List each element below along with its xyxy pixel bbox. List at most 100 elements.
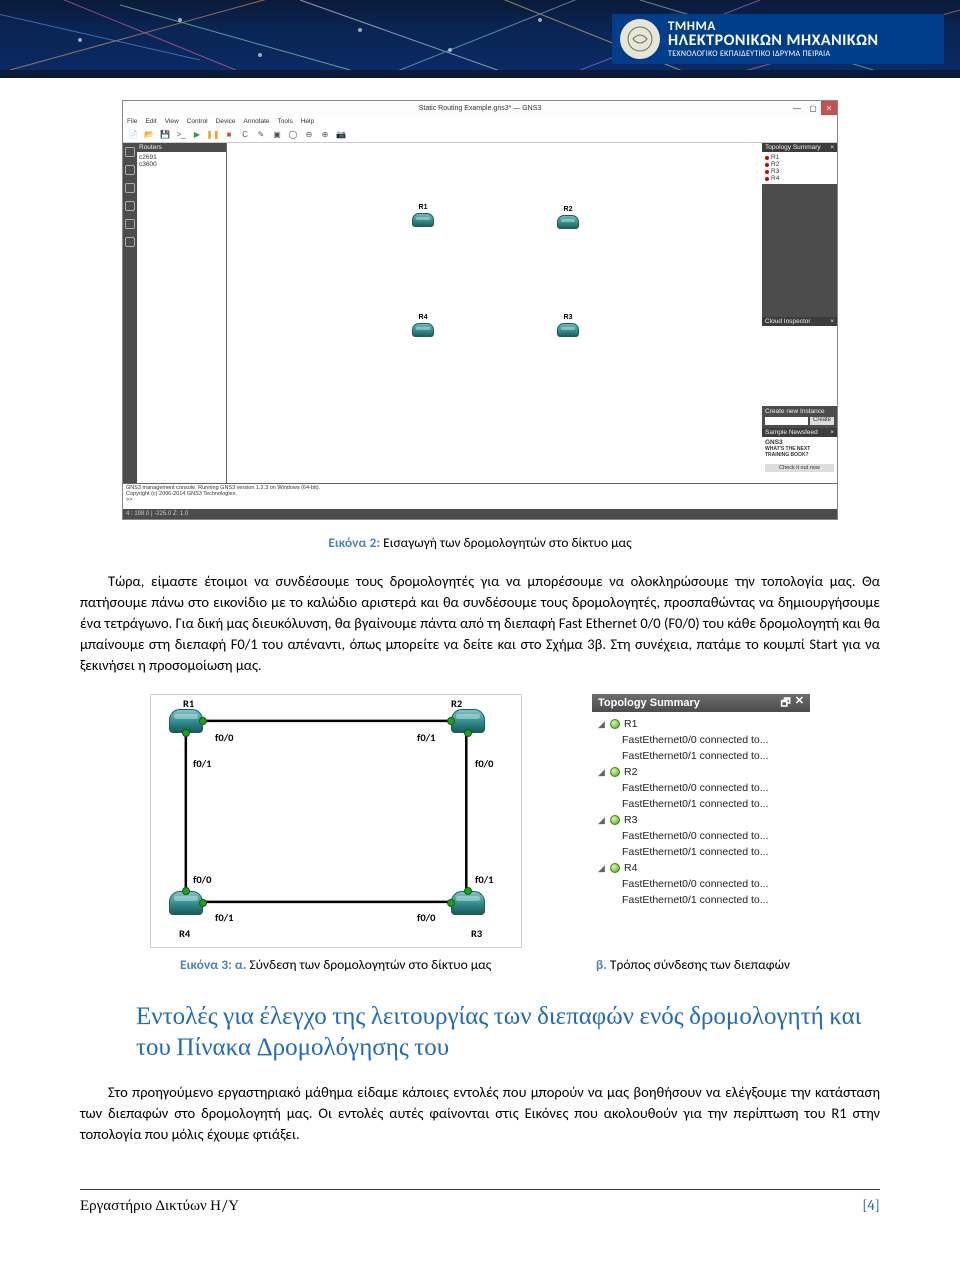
device-panel-title: Routers [137, 143, 226, 152]
newsfeed-headline: WHAT'S THE NEXT TRAINING BOOK? [765, 446, 834, 458]
play-icon[interactable]: ▶ [191, 129, 203, 141]
router-icon[interactable] [412, 213, 434, 227]
device-panel: Routers c2691 c3600 [137, 143, 227, 483]
zoomout-icon[interactable]: ⊖ [303, 129, 315, 141]
menu-item[interactable]: Help [301, 118, 314, 125]
switch-category-icon[interactable] [125, 165, 135, 175]
port-label: f0/1 [215, 911, 233, 924]
link-marker [447, 899, 455, 907]
tree-node-label: R3 [624, 814, 637, 826]
figure-3a-caption: Εικόνα 3: α. Σύνδεση των δρομολογητών στ… [180, 956, 491, 973]
figure-3b-caption: β. Τρόπος σύνδεσης των διεπαφών [596, 956, 790, 973]
tree-child[interactable]: FastEthernet0/1 connected to... [622, 748, 808, 764]
device-item[interactable]: c3600 [139, 161, 224, 168]
new-icon[interactable]: 📄 [127, 129, 139, 141]
tree-child[interactable]: FastEthernet0/1 connected to... [622, 892, 808, 908]
router-category-icon[interactable] [125, 147, 135, 157]
newsfeed-cta-button[interactable]: Check it out now [765, 464, 834, 472]
shape-icon[interactable]: ◯ [287, 129, 299, 141]
gns3-canvas[interactable]: R1 R2 R4 R3 [227, 143, 762, 483]
menu-item[interactable]: View [165, 118, 179, 125]
router-label: R4 [419, 314, 428, 321]
gns3-toolbar: 📄 📂 💾 >_ ▶ ❚❚ ■ C ✎ ▣ ◯ ⊖ ⊕ 📷 [123, 127, 837, 143]
tree-child-label: FastEthernet0/1 connected to... [622, 894, 769, 906]
tree-node[interactable]: ◢R4 [598, 860, 808, 876]
tree-child[interactable]: FastEthernet0/1 connected to... [622, 796, 808, 812]
topology-summary-title: Topology Summary [765, 144, 821, 151]
create-instance-label: Create new Instance [765, 408, 834, 415]
note-icon[interactable]: ✎ [255, 129, 267, 141]
create-instance-panel: Create new Instance Create [762, 406, 837, 428]
figure-3b-topology-summary: Topology Summary 🗗✕ ◢R1FastEthernet0/0 c… [592, 694, 810, 942]
menu-item[interactable]: Control [187, 118, 208, 125]
reload-icon[interactable]: C [239, 129, 251, 141]
status-dot-icon [610, 767, 620, 777]
tree-child[interactable]: FastEthernet0/1 connected to... [622, 844, 808, 860]
topo-item[interactable]: R2 [771, 161, 779, 168]
enddevice-category-icon[interactable] [125, 183, 135, 193]
link-marker [447, 717, 455, 725]
tree-node-label: R1 [624, 718, 637, 730]
menu-item[interactable]: Tools [278, 118, 293, 125]
status-dot-icon [610, 815, 620, 825]
router-icon[interactable] [557, 215, 579, 229]
link-marker [199, 899, 207, 907]
menu-item[interactable]: File [127, 118, 137, 125]
topo-item[interactable]: R4 [771, 175, 779, 182]
caption-text: Σύνδεση των δρομολογητών στο δίκτυο μας [246, 956, 491, 973]
link-tool-icon[interactable] [125, 237, 135, 247]
port-label: f0/0 [215, 731, 233, 744]
tree-node[interactable]: ◢R1 [598, 716, 808, 732]
menu-item[interactable]: Edit [145, 118, 156, 125]
link-marker [182, 729, 190, 737]
tree-child[interactable]: FastEthernet0/0 connected to... [622, 732, 808, 748]
menu-item[interactable]: Device [216, 118, 236, 125]
gns3-left-toolbar [123, 143, 137, 483]
tree-child[interactable]: FastEthernet0/0 connected to... [622, 876, 808, 892]
tree-child-label: FastEthernet0/0 connected to... [622, 782, 769, 794]
sample-newsfeed-panel: Sample Newsfeed× GNS3 WHAT'S THE NEXT TR… [762, 428, 837, 483]
router-icon[interactable] [557, 323, 579, 337]
dept-line2: ΗΛΕΚΤΡΟΝΙΚΩΝ ΜΗΧΑΝΙΚΩΝ [668, 33, 879, 50]
gns3-titlebar: Static Routing Example.gns3* — GNS3 — ▢ … [123, 101, 837, 115]
menu-item[interactable]: Annotate [244, 118, 270, 125]
tree-child[interactable]: FastEthernet0/0 connected to... [622, 828, 808, 844]
tree-node[interactable]: ◢R3 [598, 812, 808, 828]
pause-icon[interactable]: ❚❚ [207, 129, 219, 141]
close-icon[interactable]: ✕ [795, 694, 804, 713]
cloud-inspector-panel: Cloud Inspector× [762, 317, 837, 406]
close-icon[interactable]: ✕ [821, 101, 837, 115]
all-category-icon[interactable] [125, 219, 135, 229]
save-icon[interactable]: 💾 [159, 129, 171, 141]
zoomin-icon[interactable]: ⊕ [319, 129, 331, 141]
router-label: R3 [564, 314, 573, 321]
minimize-icon[interactable]: — [789, 101, 805, 115]
screenshot-icon[interactable]: 📷 [335, 129, 347, 141]
port-label: f0/1 [417, 731, 435, 744]
topo-item[interactable]: R3 [771, 168, 779, 175]
status-coords: 4 : 198.0 | -225.0 Z: 1.0 [126, 511, 188, 517]
device-item[interactable]: c2691 [139, 154, 224, 161]
security-category-icon[interactable] [125, 201, 135, 211]
undock-icon[interactable]: 🗗 [780, 694, 790, 713]
maximize-icon[interactable]: ▢ [805, 101, 821, 115]
gns3-window-title: Static Routing Example.gns3* — GNS3 [419, 105, 542, 112]
port-label: f0/0 [417, 911, 435, 924]
gns3-screenshot: Static Routing Example.gns3* — GNS3 — ▢ … [122, 100, 838, 520]
terminal-icon[interactable]: >_ [175, 129, 187, 141]
open-icon[interactable]: 📂 [143, 129, 155, 141]
port-label: R3 [471, 927, 482, 940]
tree-child-label: FastEthernet0/1 connected to... [622, 798, 769, 810]
stop-icon[interactable]: ■ [223, 129, 235, 141]
topo-item[interactable]: R1 [771, 154, 779, 161]
paragraph-1: Τώρα, είμαστε έτοιμοι να συνδέσουμε τους… [80, 571, 880, 676]
tree-node[interactable]: ◢R2 [598, 764, 808, 780]
router-icon[interactable] [412, 323, 434, 337]
section-heading: Εντολές για έλεγχο της λειτουργίας των δ… [136, 1001, 880, 1064]
image-icon[interactable]: ▣ [271, 129, 283, 141]
port-label: R4 [179, 927, 190, 940]
create-button[interactable]: Create [810, 417, 834, 425]
router-label: R2 [564, 206, 573, 213]
router-label: R1 [419, 204, 428, 211]
tree-child[interactable]: FastEthernet0/0 connected to... [622, 780, 808, 796]
